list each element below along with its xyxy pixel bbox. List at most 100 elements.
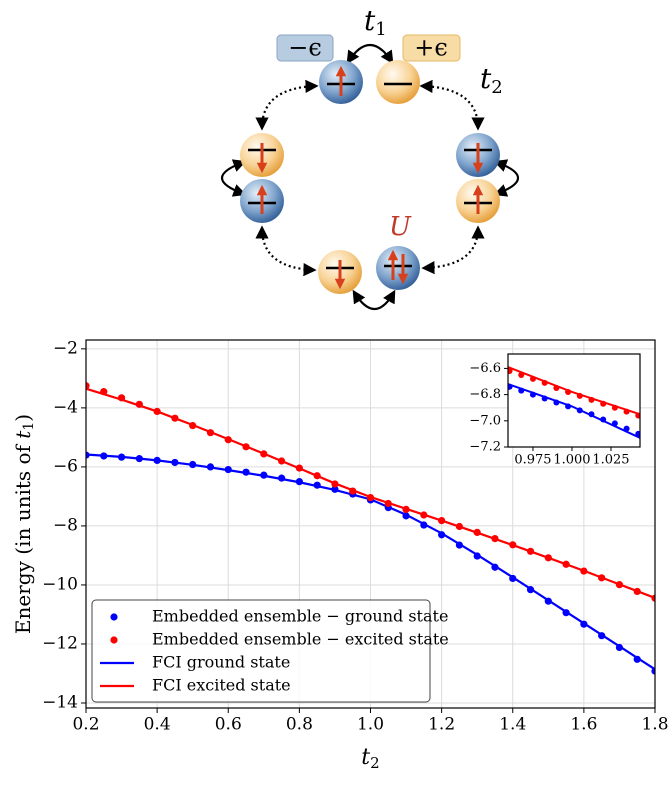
- data-point: [349, 487, 357, 495]
- data-point: [100, 452, 108, 460]
- x-tick-label: 0.975: [514, 453, 551, 468]
- data-point: [224, 436, 232, 444]
- data-point: [135, 455, 143, 463]
- data-point: [242, 443, 250, 451]
- data-point: [541, 395, 548, 402]
- data-point: [384, 499, 392, 508]
- data-point: [576, 392, 583, 399]
- inset-chart: 0.975 1.000 1.025 −7.2 −7.0 −6.8 −6.6: [469, 353, 641, 468]
- data-point: [491, 563, 499, 571]
- data-point: [509, 574, 517, 583]
- x-axis-label: t2: [361, 745, 379, 772]
- x-tick-label: 0.4: [144, 714, 171, 734]
- data-point: [86, 451, 90, 459]
- data-point: [117, 394, 126, 402]
- data-point: [518, 387, 525, 394]
- data-point: [455, 541, 464, 549]
- data-point: [491, 535, 499, 543]
- data-point: [331, 480, 339, 488]
- data-point: [295, 478, 303, 486]
- data-point: [598, 574, 606, 582]
- y-tick-label: −6.8: [469, 387, 501, 402]
- data-point: [565, 403, 572, 410]
- x-tick-label: 0.6: [215, 714, 242, 734]
- data-point: [242, 468, 250, 476]
- data-point: [117, 453, 126, 461]
- y-tick-label: −6.6: [469, 361, 501, 376]
- data-point: [635, 412, 640, 419]
- data-point: [171, 414, 179, 422]
- u-label: U: [389, 212, 412, 242]
- data-point: [598, 632, 606, 640]
- y-tick-label: −12: [42, 633, 78, 653]
- y-tick-label: −7.0: [469, 413, 501, 428]
- data-point: [529, 391, 536, 398]
- legend-marker: [110, 613, 118, 621]
- data-point: [541, 379, 548, 386]
- data-point: [260, 471, 268, 479]
- data-point: [544, 554, 552, 562]
- subscript: 1: [21, 422, 37, 431]
- data-point: [420, 511, 428, 519]
- data-line: [508, 383, 640, 439]
- data-point: [651, 667, 655, 675]
- data-point: [529, 375, 536, 382]
- data-point: [206, 429, 215, 437]
- data-point: [455, 522, 464, 531]
- symbol: t: [361, 745, 370, 770]
- x-tick-label: 1.8: [641, 714, 668, 734]
- x-tick-label: 0.8: [286, 714, 313, 734]
- legend-label: Embedded ensemble − ground state: [152, 607, 448, 626]
- data-point: [565, 388, 572, 395]
- data-point: [544, 597, 552, 605]
- plus-eps: +ϵ: [414, 34, 448, 62]
- data-point: [260, 450, 268, 458]
- data-point: [153, 407, 161, 416]
- data-point: [526, 547, 535, 555]
- data-point: [509, 541, 517, 549]
- y-tick-label: −7.2: [469, 440, 501, 455]
- y-tick-label: −14: [42, 692, 78, 712]
- minus-eps: −ϵ: [288, 34, 322, 62]
- t1-label: t1: [364, 4, 387, 41]
- data-point: [135, 400, 143, 408]
- data-point: [331, 485, 339, 493]
- data-point: [100, 388, 108, 396]
- y-tick-label: −4: [53, 397, 78, 417]
- data-point: [562, 560, 570, 568]
- data-point: [508, 368, 513, 375]
- prefix: Energy (in units of: [11, 439, 35, 634]
- data-point: [580, 620, 588, 628]
- y-tick-label: −6: [53, 456, 78, 476]
- data-point: [402, 505, 410, 513]
- data-point: [189, 460, 197, 469]
- data-point: [635, 430, 640, 437]
- diagram: −ϵ +ϵ t1 t2 U: [221, 4, 519, 310]
- data-point: [518, 371, 525, 378]
- data-point: [633, 655, 641, 663]
- x-tick-label: 1.2: [428, 714, 455, 734]
- energy-box: [276, 34, 334, 62]
- data-point: [588, 411, 595, 418]
- data-point: [277, 457, 286, 465]
- data-point: [171, 458, 179, 467]
- symbol: t: [364, 4, 376, 37]
- data-point: [206, 463, 215, 471]
- y-tick-label: −8: [53, 515, 78, 535]
- data-point: [588, 396, 595, 403]
- symbol: t: [480, 62, 492, 95]
- x-tick-label: 0.2: [72, 714, 99, 734]
- x-tick-label: 1.000: [553, 453, 590, 468]
- t2-label: t2: [480, 62, 503, 99]
- data-point: [313, 481, 321, 489]
- y-axis-label: Energy (in units of t1): [11, 414, 38, 634]
- x-tick-label: 1.0: [357, 714, 384, 734]
- legend-marker: [110, 636, 118, 644]
- data-point: [576, 407, 583, 414]
- data-point: [277, 474, 286, 482]
- data-point: [600, 400, 607, 407]
- data-point: [295, 464, 303, 472]
- x-tick-label: 1.4: [499, 714, 526, 734]
- data-point: [153, 456, 161, 465]
- legend-frame: [91, 599, 431, 703]
